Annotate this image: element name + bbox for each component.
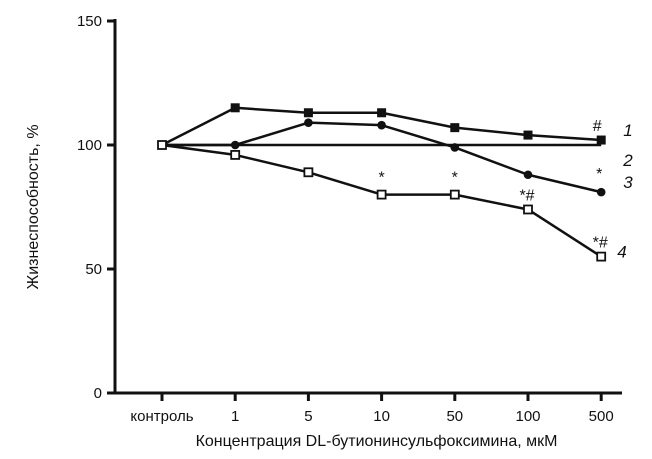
x-tick-label: 500 bbox=[589, 408, 614, 425]
x-tick-label: 5 bbox=[304, 408, 312, 425]
annotation-layer: #1 2 * 3 * * *# *# 4 bbox=[378, 118, 633, 262]
y-tick-label: 150 bbox=[77, 13, 102, 30]
data-point-4 bbox=[230, 150, 241, 160]
tick-labels: 0 50 100 150 контроль 1 5 10 50 100 500 bbox=[77, 13, 614, 425]
data-point-4 bbox=[157, 140, 167, 150]
significance-mark: *# bbox=[593, 235, 608, 252]
series-label-3: 3 bbox=[623, 173, 633, 192]
data-point-4 bbox=[303, 167, 314, 178]
data-point-3 bbox=[377, 120, 386, 130]
x-tick-label: 1 bbox=[231, 408, 239, 425]
axes bbox=[107, 19, 622, 401]
x-tick-label: 50 bbox=[446, 408, 463, 425]
y-tick-label: 0 bbox=[94, 385, 102, 402]
y-axis-title: Жизнеспособность, % bbox=[25, 124, 42, 289]
data-point-3 bbox=[523, 170, 533, 180]
y-tick-label: 100 bbox=[77, 137, 102, 154]
series-line-4 bbox=[161, 143, 602, 258]
x-tick-label: 100 bbox=[515, 408, 540, 425]
significance-mark: *# bbox=[519, 187, 534, 204]
significance-mark: # bbox=[593, 118, 602, 135]
data-point-1 bbox=[377, 108, 387, 118]
data-point-1 bbox=[230, 103, 240, 113]
x-tick-label: 10 bbox=[373, 408, 390, 425]
y-tick-label: 50 bbox=[85, 261, 102, 278]
data-point-4 bbox=[596, 251, 607, 262]
data-point-3 bbox=[304, 118, 313, 127]
significance-mark: * bbox=[452, 170, 458, 187]
series-label-1: 1 bbox=[623, 121, 632, 140]
data-point-4 bbox=[449, 189, 460, 200]
data-point-3 bbox=[230, 140, 240, 150]
significance-mark: * bbox=[596, 166, 602, 183]
x-axis-title: Концентрация DL-бутионинсульфоксимина, м… bbox=[196, 433, 558, 450]
series-label-2: 2 bbox=[622, 151, 633, 170]
x-tick-label: контроль bbox=[130, 408, 193, 425]
data-point-3 bbox=[450, 143, 460, 152]
data-point-3 bbox=[596, 187, 606, 197]
data-point-4 bbox=[376, 189, 387, 200]
series-layer bbox=[157, 103, 607, 262]
data-point-1 bbox=[450, 123, 460, 133]
data-point-4 bbox=[523, 204, 533, 215]
series-label-4: 4 bbox=[617, 243, 626, 262]
data-point-1 bbox=[596, 135, 606, 145]
significance-mark: * bbox=[378, 170, 384, 187]
data-point-1 bbox=[523, 130, 533, 140]
data-point-1 bbox=[303, 108, 313, 118]
